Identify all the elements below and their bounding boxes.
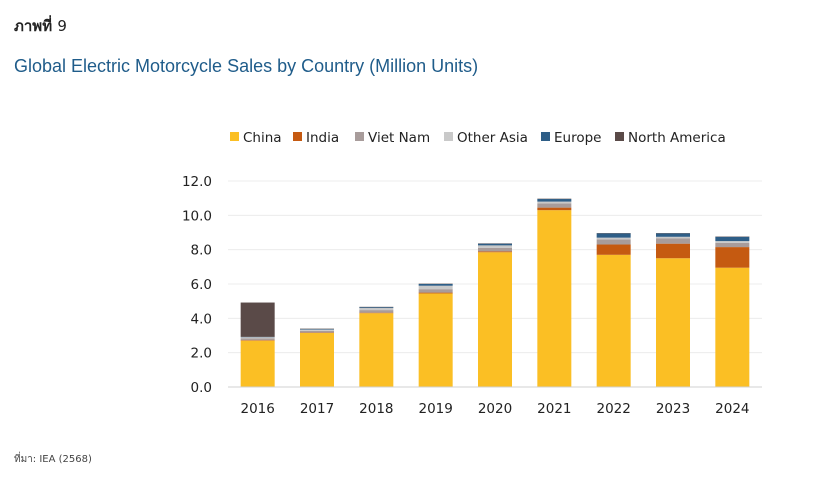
- chart-axes: 0.0 2.0 4.0 6.0 8.0 10.0 12.0 2016 2017 2018 2019 2…: [182, 174, 762, 417]
- legend-label: India: [306, 130, 339, 146]
- bar-segment-other-asia: [537, 201, 572, 204]
- bar-segment-india: [359, 312, 394, 314]
- bar-segment-viet-nam: [418, 289, 453, 293]
- legend-swatch: [541, 132, 550, 141]
- bar-segment-india: [478, 251, 512, 253]
- x-tick-label: 2022: [596, 401, 630, 417]
- source-note: ที่มา: IEA (2568): [14, 454, 92, 465]
- bar-segment-europe: [478, 243, 512, 246]
- bar-segment-viet-nam: [596, 239, 631, 245]
- bar-segment-viet-nam: [715, 242, 750, 248]
- bar-segment-india: [240, 340, 275, 341]
- bar-segment-other-asia: [596, 237, 631, 240]
- legend-swatch: [444, 132, 453, 141]
- bar-segment-india: [418, 292, 453, 294]
- bar-segment-viet-nam: [359, 310, 394, 313]
- x-tick-label: 2016: [240, 401, 274, 417]
- x-tick-label: 2021: [537, 401, 571, 417]
- bar-segment-china: [418, 293, 453, 387]
- bar-segment-china: [359, 313, 394, 387]
- bar-segment-europe: [418, 284, 453, 286]
- bar-segment-other-asia: [478, 245, 512, 248]
- bar-segment-europe: [537, 199, 572, 202]
- legend-swatch: [293, 132, 302, 141]
- bar-segment-china: [300, 332, 334, 387]
- figure-label-prefix: ภาพที่: [14, 17, 53, 35]
- bar-segment-viet-nam: [300, 330, 334, 333]
- y-tick-label: 0.0: [191, 380, 212, 396]
- bar-segment-china: [240, 340, 275, 387]
- x-tick-label: 2020: [478, 401, 512, 417]
- bar-segment-europe: [596, 233, 631, 238]
- x-tick-label: 2024: [715, 401, 749, 417]
- bar-segment-europe: [656, 233, 690, 237]
- y-tick-label: 12.0: [182, 174, 212, 190]
- bar-segment-viet-nam: [656, 238, 690, 244]
- bar-segment-china: [478, 252, 512, 387]
- chart-bars: [240, 198, 750, 387]
- x-tick-label: 2017: [300, 401, 334, 417]
- y-tick-label: 2.0: [191, 346, 212, 362]
- chart-legend: China India Viet Nam Other Asia Europe North …: [230, 130, 726, 146]
- legend-label: Europe: [554, 130, 601, 146]
- x-tick-label: 2023: [656, 401, 690, 417]
- legend-label: Viet Nam: [368, 130, 430, 146]
- bar-segment-europe: [359, 307, 394, 309]
- y-tick-label: 8.0: [191, 243, 212, 259]
- legend-swatch: [355, 132, 364, 141]
- legend-swatch: [615, 132, 624, 141]
- y-tick-label: 6.0: [191, 277, 212, 293]
- bar-segment-other-asia: [418, 285, 453, 290]
- bar-segment-india: [596, 244, 631, 255]
- legend-label: Other Asia: [457, 130, 528, 146]
- legend-label: China: [243, 130, 282, 146]
- bar-segment-other-asia: [300, 329, 334, 331]
- figure-label: ภาพที่ 9: [14, 14, 67, 38]
- bar-segment-europe: [300, 328, 334, 330]
- bar-segment-other-asia: [240, 337, 275, 339]
- bar-segment-viet-nam: [537, 203, 572, 208]
- bar-segment-other-asia: [359, 308, 394, 311]
- bar-segment-india: [656, 243, 690, 259]
- bar-segment-china: [715, 267, 750, 387]
- bar-segment-other-asia: [715, 241, 750, 243]
- bar-segment-china: [596, 254, 631, 387]
- bar-segment-china: [537, 210, 572, 387]
- bar-segment-north-america: [240, 302, 275, 337]
- bar-segment-india: [715, 247, 750, 268]
- x-tick-label: 2018: [359, 401, 393, 417]
- figure-label-number: 9: [57, 17, 67, 35]
- bar-segment-viet-nam: [240, 338, 275, 341]
- x-tick-label: 2019: [418, 401, 452, 417]
- chart-title: Global Electric Motorcycle Sales by Coun…: [14, 56, 479, 76]
- bar-segment-india: [537, 207, 572, 211]
- bar-segment-europe: [715, 236, 750, 242]
- legend-label: North America: [628, 130, 726, 146]
- bar-segment-other-asia: [656, 236, 690, 239]
- y-tick-label: 4.0: [191, 311, 212, 327]
- bar-segment-china: [656, 258, 690, 387]
- y-tick-label: 10.0: [182, 208, 212, 224]
- bar-segment-viet-nam: [478, 247, 512, 252]
- legend-swatch: [230, 132, 239, 141]
